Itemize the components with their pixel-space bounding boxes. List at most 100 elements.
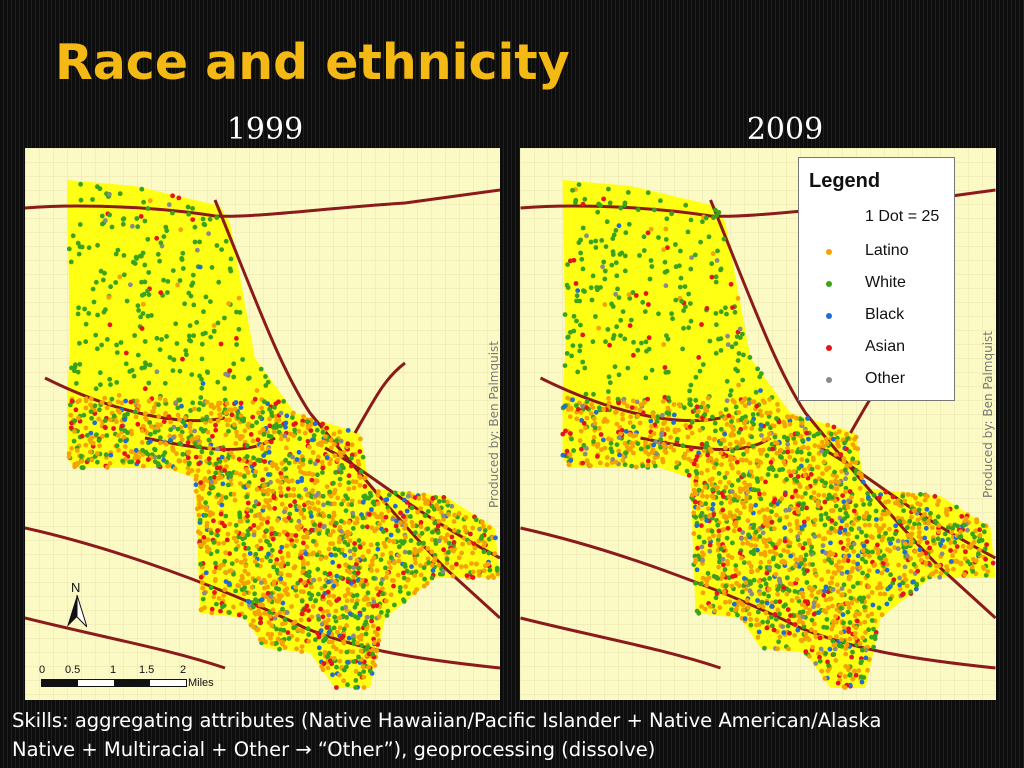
population-dot bbox=[271, 429, 277, 435]
population-dot bbox=[185, 450, 191, 456]
population-dot bbox=[917, 502, 923, 507]
population-dot bbox=[444, 560, 450, 566]
population-dot bbox=[565, 334, 571, 340]
population-dot bbox=[114, 419, 119, 425]
population-dot bbox=[342, 593, 348, 599]
population-dot bbox=[466, 540, 472, 546]
population-dot bbox=[715, 576, 721, 581]
population-dot bbox=[948, 540, 954, 545]
population-dot bbox=[165, 279, 171, 284]
population-dot bbox=[609, 262, 615, 268]
population-dot bbox=[709, 274, 715, 280]
population-dot bbox=[251, 523, 257, 528]
population-dot bbox=[211, 518, 216, 524]
population-dot bbox=[145, 206, 151, 211]
population-dot bbox=[242, 557, 248, 563]
population-dot bbox=[660, 412, 665, 418]
population-dot bbox=[492, 551, 498, 556]
population-dot bbox=[781, 630, 787, 636]
population-dot bbox=[185, 465, 191, 471]
population-dot bbox=[751, 577, 757, 583]
population-dot bbox=[321, 513, 327, 519]
population-dot bbox=[842, 554, 848, 559]
population-dot bbox=[267, 423, 273, 429]
population-dot bbox=[581, 420, 587, 426]
population-dot bbox=[197, 531, 203, 536]
population-dot bbox=[375, 632, 380, 638]
population-dot bbox=[752, 536, 757, 541]
population-dot bbox=[946, 525, 951, 530]
population-dot bbox=[838, 540, 844, 545]
population-dot bbox=[227, 521, 233, 527]
population-dot bbox=[787, 454, 793, 460]
population-dot bbox=[350, 479, 356, 484]
population-dot bbox=[961, 522, 967, 528]
population-dot bbox=[390, 516, 396, 522]
population-dot bbox=[303, 487, 309, 492]
population-dot bbox=[333, 608, 339, 614]
population-dot bbox=[935, 502, 940, 507]
population-dot bbox=[189, 283, 195, 288]
population-dot bbox=[344, 568, 350, 574]
population-dot bbox=[322, 650, 328, 655]
population-dot bbox=[392, 602, 397, 608]
population-dot bbox=[620, 309, 626, 314]
population-dot bbox=[718, 546, 724, 552]
population-dot bbox=[724, 398, 730, 404]
population-dot bbox=[147, 198, 153, 204]
population-dot bbox=[281, 509, 287, 515]
population-dot bbox=[325, 609, 330, 614]
population-dot bbox=[687, 401, 692, 407]
population-dot bbox=[326, 546, 332, 552]
population-dot bbox=[794, 415, 799, 421]
north-label: N bbox=[71, 580, 81, 595]
population-dot bbox=[298, 617, 304, 623]
population-dot bbox=[897, 575, 902, 581]
population-dot bbox=[755, 366, 760, 372]
population-dot bbox=[662, 365, 668, 370]
population-dot bbox=[108, 452, 114, 458]
population-dot bbox=[839, 637, 844, 642]
population-dot bbox=[197, 400, 203, 406]
population-dot bbox=[560, 431, 566, 437]
population-dot bbox=[204, 369, 210, 375]
population-dot bbox=[845, 609, 851, 615]
population-dot bbox=[698, 581, 703, 587]
population-dot bbox=[436, 519, 442, 524]
population-dot bbox=[797, 484, 803, 489]
population-dot bbox=[628, 317, 634, 323]
population-dot bbox=[168, 419, 174, 425]
population-dot bbox=[341, 626, 347, 632]
population-dot bbox=[693, 482, 699, 487]
population-dot bbox=[808, 472, 814, 477]
population-dot bbox=[847, 588, 852, 594]
population-dot bbox=[788, 528, 794, 533]
population-dot bbox=[766, 559, 772, 565]
population-dot bbox=[353, 678, 359, 683]
population-dot bbox=[98, 382, 103, 388]
population-dot bbox=[347, 548, 353, 554]
population-dot bbox=[301, 561, 306, 567]
population-dot bbox=[100, 221, 105, 227]
population-dot bbox=[862, 619, 868, 625]
population-dot bbox=[159, 337, 165, 342]
population-dot bbox=[887, 584, 893, 589]
population-dot bbox=[665, 405, 671, 411]
population-dot bbox=[72, 362, 78, 368]
population-dot bbox=[707, 548, 713, 554]
population-dot bbox=[757, 374, 763, 380]
population-dot bbox=[742, 480, 747, 486]
population-dot bbox=[651, 431, 657, 436]
population-dot bbox=[652, 455, 658, 461]
population-dot bbox=[829, 518, 835, 524]
population-dot bbox=[231, 361, 237, 367]
population-dot bbox=[905, 492, 911, 497]
population-dot bbox=[710, 414, 715, 420]
population-dot bbox=[258, 620, 264, 625]
population-dot bbox=[234, 470, 239, 476]
population-dot bbox=[278, 564, 284, 569]
legend-item-asian: Asian bbox=[799, 338, 954, 358]
population-dot bbox=[804, 580, 810, 585]
population-dot bbox=[631, 352, 636, 358]
population-dot bbox=[422, 513, 428, 519]
